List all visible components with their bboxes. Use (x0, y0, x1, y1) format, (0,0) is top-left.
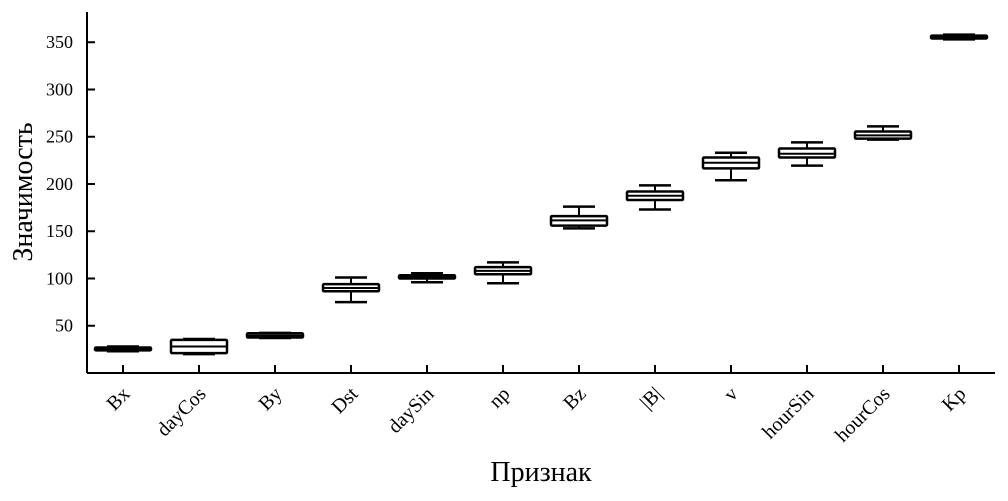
x-tick-label: np (485, 383, 515, 413)
box-Kp (929, 33, 989, 41)
box-v (701, 151, 761, 182)
box-dayCos (169, 337, 229, 356)
boxes (93, 33, 989, 356)
x-tick-label: hourCos (831, 383, 895, 447)
y-tick-label: 300 (46, 79, 73, 99)
x-tick-label: |B| (636, 383, 667, 414)
x-tick-label: By (254, 383, 286, 415)
y-tick-label: 150 (46, 221, 73, 241)
y-tick-label: 350 (46, 32, 73, 52)
y-axis-label: Значимость (8, 122, 39, 261)
box-Bz (549, 205, 609, 230)
box-hourSin (777, 141, 837, 167)
box-By (245, 331, 305, 340)
box-Dst (321, 276, 381, 304)
y-tick-label: 200 (46, 174, 73, 194)
x-tick-label: dayCos (153, 383, 211, 441)
box-np (473, 261, 533, 285)
x-tick-label: Dst (327, 383, 363, 419)
box-Bx (93, 345, 153, 353)
x-tick-label: Bz (559, 383, 590, 414)
x-tick-label: Bx (102, 383, 134, 415)
x-tick-label: daySin (384, 383, 439, 438)
x-tick-label: v (720, 383, 743, 406)
y-tick-label: 100 (46, 268, 73, 288)
box-|B| (625, 184, 685, 211)
x-axis-label: Признак (490, 457, 592, 488)
y-tick-label: 50 (55, 316, 73, 336)
x-tick-label: hourSin (758, 383, 818, 443)
box-daySin (397, 272, 457, 284)
y-tick-label: 250 (46, 127, 73, 147)
axes: 50 100 150 200 250 300 350 Bx dayCos By Dst daySin n… (46, 12, 995, 446)
x-tick-label: Kp (938, 383, 971, 416)
box-hourCos (853, 125, 913, 141)
